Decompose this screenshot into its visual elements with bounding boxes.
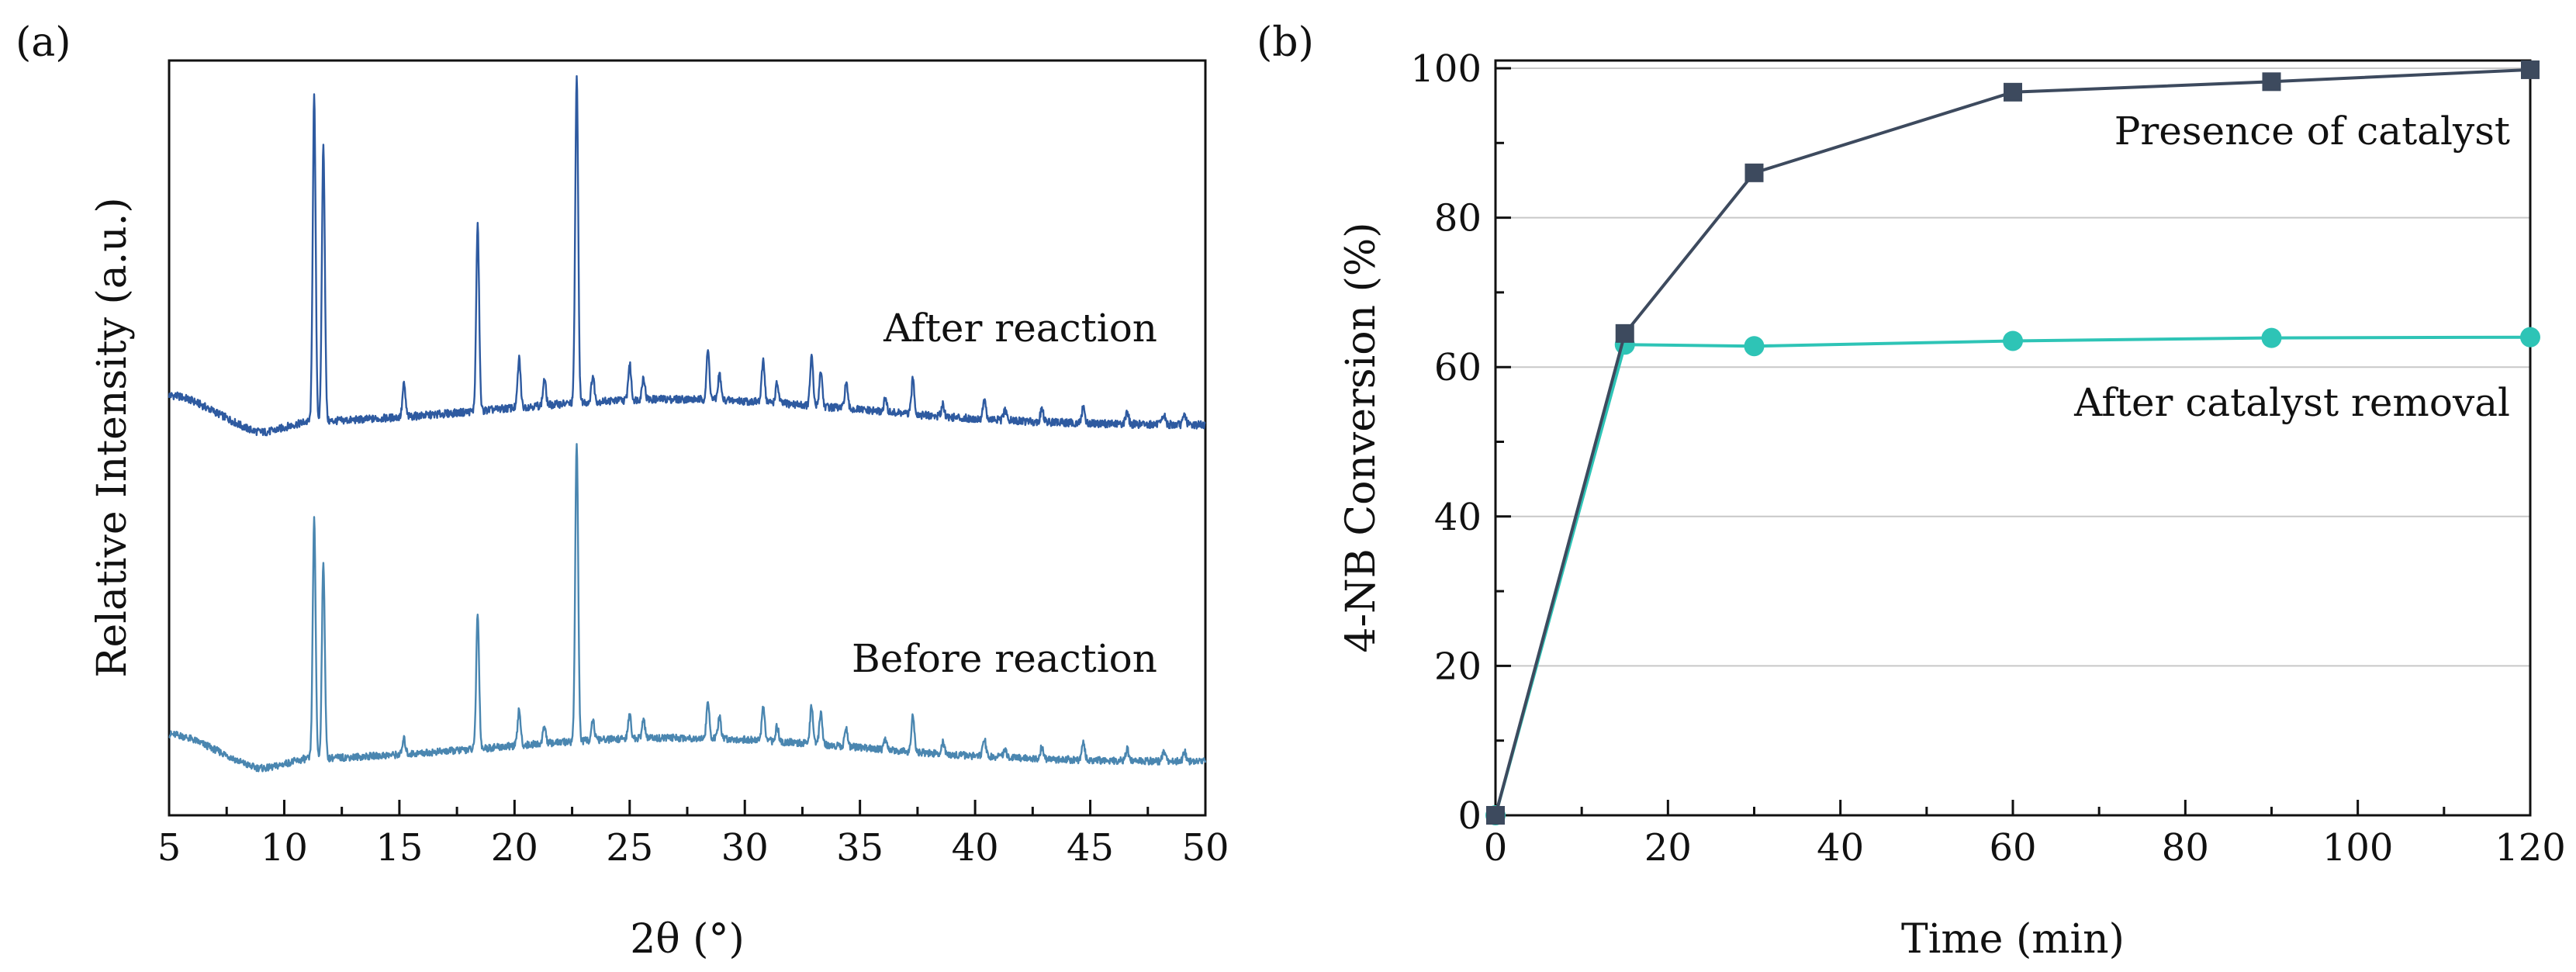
y-tick-label-80: 80 — [1434, 197, 1482, 240]
presence-of-catalyst-marker — [1744, 163, 1764, 182]
x-tick-label-45: 45 — [1067, 826, 1114, 870]
panel-a-label: (a) — [16, 19, 71, 66]
panel-a-y-axis-title: Relative Intensity (a.u.) — [89, 197, 136, 677]
panel-b-y-axis-title: 4-NB Conversion (%) — [1338, 222, 1385, 652]
panel-b-series — [1485, 60, 2540, 825]
before-reaction-label: Before reaction — [852, 636, 1157, 681]
presence-of-catalyst-marker — [1615, 323, 1634, 343]
x-tick-label-120: 120 — [2495, 826, 2566, 870]
x-tick-label-20: 20 — [491, 826, 538, 870]
panel-a-xrd: (a) 5 10 15 20 25 30 35 40 45 50 After reaction B… — [16, 19, 1229, 963]
presence-of-catalyst-label: Presence of catalyst — [2114, 109, 2510, 154]
after-catalyst-removal-marker — [2003, 330, 2023, 351]
x-tick-label-35: 35 — [836, 826, 883, 870]
panel-b-x-axis-title: Time (min) — [1901, 916, 2125, 963]
panel-b-ticks: 0 20 40 60 80 100 120 0 20 40 60 80 100 — [1410, 47, 2565, 870]
panel-b-label: (b) — [1257, 19, 1314, 66]
after-reaction-label: After reaction — [883, 306, 1157, 351]
x-tick-label-5: 5 — [157, 826, 182, 870]
x-tick-label-40: 40 — [952, 826, 999, 870]
presence-of-catalyst-marker — [2521, 60, 2540, 79]
panel-b-conversion: (b) 0 20 40 60 80 100 120 0 20 40 60 80 100 Presence… — [1257, 19, 2566, 963]
after-reaction-pattern — [168, 74, 1206, 437]
x-tick-label-60: 60 — [1989, 826, 2036, 870]
panel-a-x-axis-title: 2θ (°) — [630, 916, 745, 963]
panel-a-x-ticks: 5 10 15 20 25 30 35 40 45 50 — [157, 800, 1229, 870]
x-tick-label-15: 15 — [375, 826, 423, 870]
panel-b-frame — [1494, 59, 2532, 817]
after-catalyst-removal-marker — [1744, 336, 1765, 357]
y-tick-label-40: 40 — [1434, 496, 1482, 539]
after-catalyst-removal-marker — [2520, 327, 2540, 348]
y-tick-label-20: 20 — [1434, 645, 1482, 688]
after-catalyst-removal-marker — [2261, 327, 2282, 348]
presence-of-catalyst-marker — [1486, 806, 1505, 825]
x-tick-label-100: 100 — [2322, 826, 2394, 870]
x-tick-label-0: 0 — [1484, 826, 1508, 870]
panel-a-patterns — [168, 74, 1207, 773]
y-tick-label-60: 60 — [1434, 346, 1482, 389]
x-tick-label-10: 10 — [261, 826, 308, 870]
before-reaction-pattern — [168, 443, 1207, 773]
x-tick-label-50: 50 — [1181, 826, 1229, 870]
x-tick-label-40: 40 — [1817, 826, 1864, 870]
x-tick-label-20: 20 — [1644, 826, 1692, 870]
presence-of-catalyst-marker — [2004, 82, 2022, 102]
panel-b-gridlines — [1495, 67, 2530, 667]
x-tick-label-25: 25 — [606, 826, 653, 870]
presence-of-catalyst-line — [1494, 67, 2531, 816]
after-catalyst-removal-line — [1494, 335, 2531, 816]
y-tick-label-0: 0 — [1457, 794, 1482, 838]
x-tick-label-30: 30 — [721, 826, 769, 870]
presence-of-catalyst-marker — [2262, 72, 2281, 92]
y-tick-label-100: 100 — [1410, 47, 1482, 91]
after-catalyst-removal-label: After catalyst removal — [2073, 380, 2510, 425]
x-tick-label-80: 80 — [2162, 826, 2209, 870]
